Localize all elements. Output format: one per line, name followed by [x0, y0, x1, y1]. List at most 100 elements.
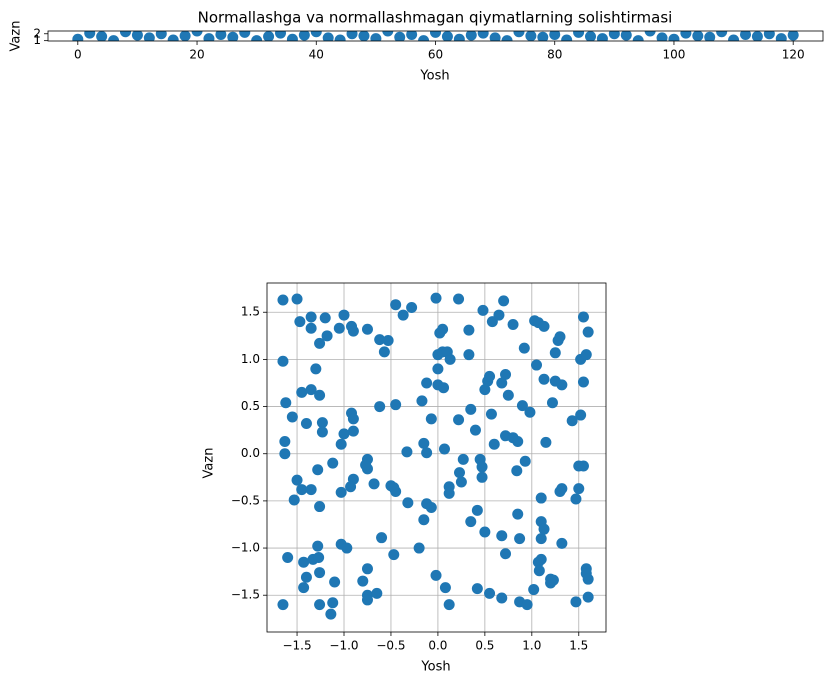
point: [471, 504, 483, 516]
point: [402, 497, 414, 509]
point: [525, 31, 537, 41]
point: [441, 31, 453, 41]
point: [484, 370, 496, 382]
point: [680, 31, 692, 39]
point: [277, 355, 289, 367]
point: [425, 501, 437, 513]
point: [215, 31, 227, 40]
point: [84, 31, 96, 39]
point: [291, 293, 303, 305]
point: [514, 533, 526, 545]
point: [191, 31, 203, 37]
point: [511, 465, 523, 477]
point: [668, 33, 680, 41]
point: [787, 31, 799, 41]
points: [72, 31, 799, 41]
point: [329, 576, 341, 588]
point: [388, 549, 400, 561]
point: [632, 35, 644, 41]
point: [477, 304, 489, 316]
y-tick-label: 0.5: [241, 399, 260, 413]
x-axis-label: Yosh: [419, 69, 449, 84]
point: [368, 478, 380, 490]
point: [279, 435, 291, 447]
point: [314, 567, 326, 579]
point: [516, 400, 528, 412]
point: [432, 363, 444, 375]
point: [413, 542, 425, 554]
point: [390, 299, 402, 311]
point: [296, 484, 308, 496]
point: [573, 483, 585, 495]
point: [314, 389, 326, 401]
point: [556, 379, 568, 391]
point: [582, 591, 594, 603]
point: [580, 349, 592, 361]
point: [314, 501, 326, 513]
point: [338, 428, 350, 440]
point: [498, 295, 510, 307]
y-tick-label: 1.5: [241, 305, 260, 319]
point: [239, 31, 251, 38]
axes-frame: [47, 30, 824, 42]
x-tick-label: 1.5: [569, 639, 588, 653]
point: [360, 459, 372, 471]
point: [335, 438, 347, 450]
point: [397, 309, 409, 321]
point: [203, 33, 215, 41]
point: [286, 411, 298, 423]
point: [345, 481, 357, 493]
point: [549, 31, 561, 40]
point: [453, 293, 465, 305]
point: [120, 31, 131, 38]
point: [476, 471, 488, 483]
point: [535, 492, 547, 504]
point: [596, 33, 608, 41]
point: [72, 33, 84, 41]
point: [644, 31, 656, 37]
point: [430, 31, 441, 38]
point: [554, 331, 566, 343]
point: [167, 34, 179, 41]
point: [535, 533, 547, 545]
point: [437, 323, 449, 335]
point: [457, 453, 469, 465]
x-axis-label: Yosh: [420, 660, 450, 675]
point: [346, 31, 358, 40]
point: [513, 31, 525, 38]
point: [477, 31, 489, 39]
point: [439, 582, 451, 594]
point: [453, 33, 465, 41]
point: [347, 413, 359, 425]
point: [418, 514, 430, 526]
point: [334, 34, 346, 41]
point: [418, 437, 430, 449]
point: [775, 33, 787, 41]
point: [305, 311, 317, 323]
x-tick-label: 40: [309, 48, 324, 62]
point: [418, 35, 430, 41]
point: [582, 326, 594, 338]
point: [327, 597, 339, 609]
point: [361, 323, 373, 335]
point: [479, 526, 491, 538]
point: [570, 493, 582, 505]
point: [316, 417, 328, 429]
point: [370, 33, 382, 41]
point: [692, 31, 704, 41]
point: [406, 302, 418, 314]
point: [547, 574, 559, 586]
point: [512, 508, 524, 520]
point: [500, 548, 512, 560]
y-tick-label: −1.5: [231, 588, 260, 602]
point: [549, 347, 561, 359]
x-tick-label: −1.5: [282, 639, 311, 653]
point: [388, 482, 400, 494]
point: [298, 31, 310, 41]
point: [305, 484, 317, 496]
point: [131, 31, 143, 41]
point: [390, 399, 402, 411]
point: [528, 584, 540, 596]
point: [312, 464, 324, 476]
